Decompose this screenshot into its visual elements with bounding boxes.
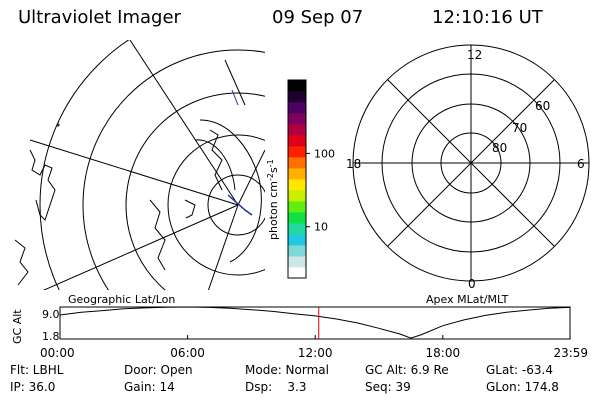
meridian-line [29, 139, 239, 206]
magnetic-contour [224, 59, 246, 106]
polar-diagonal [387, 79, 555, 247]
terminator-segment [227, 194, 253, 216]
apex-map-label: Apex MLat/MLT [426, 293, 509, 306]
altitude-plot: 00:00 06:00 12:00 18:00 23:59 9.0 1.8 GC Alt [11, 306, 588, 360]
color-bar-cell [288, 102, 306, 114]
color-bar-cell [288, 179, 306, 191]
time-tick-label: 06:00 [170, 346, 205, 360]
color-bar-cell [288, 113, 306, 125]
color-bar-cell [288, 135, 306, 147]
magnetic-contour [199, 119, 262, 263]
color-bar-cell [288, 256, 306, 268]
coastline [29, 149, 56, 221]
time-tick-label: 12:00 [298, 346, 333, 360]
mlt-label-18: 18 [346, 157, 361, 171]
color-bar-cell [288, 190, 306, 202]
magnetic-contour [194, 139, 236, 191]
altitude-plot-frame [59, 306, 571, 340]
color-bar-cell [288, 212, 306, 224]
color-bar-cell [288, 80, 306, 92]
coastline [209, 129, 223, 191]
time-tick-label: 18:00 [426, 346, 461, 360]
island-dot [56, 123, 60, 127]
coastline [184, 199, 196, 219]
altitude-curve [59, 306, 571, 339]
mlat-label-60: 60 [535, 99, 550, 113]
color-bar-tick-label: 10 [314, 221, 328, 234]
coastline [149, 199, 166, 271]
meridian-line [207, 204, 239, 290]
mlat-label-70: 70 [512, 121, 527, 135]
lat-circle [82, 49, 265, 290]
time-label: 12:10:16 UT [432, 7, 543, 28]
alt-ymax-label: 9.0 [42, 308, 60, 321]
geographic-map-label: Geographic Lat/Lon [68, 293, 175, 306]
info-field: IP: 36.0 [10, 380, 56, 394]
time-tick-label: 00:00 [40, 346, 75, 360]
color-bar-unit-label: photon cm-2s-1 [266, 159, 280, 240]
info-field: Dsp: 3.3 [245, 380, 307, 394]
color-bar: 100 10 photon cm-2s-1 [266, 79, 335, 279]
lat-circle [167, 134, 265, 276]
info-field: GLat: -63.4 [486, 363, 553, 377]
info-field: Door: Open [124, 363, 193, 377]
alt-ylabel: GC Alt [11, 309, 24, 344]
color-bar-cell [288, 146, 306, 158]
date-label: 09 Sep 07 [272, 7, 364, 28]
color-bar-cell [288, 234, 306, 246]
lat-circle [125, 92, 265, 290]
color-bar-cell [288, 245, 306, 257]
lat-circle [39, 40, 130, 290]
color-bar-cell [288, 267, 306, 279]
instrument-title: Ultraviolet Imager [18, 7, 181, 28]
info-field: GC Alt: 6.9 Re [365, 363, 449, 377]
info-field: Mode: Normal [245, 363, 329, 377]
meridian-line [237, 149, 265, 206]
color-bar-cell [288, 91, 306, 103]
color-bar-tick-label: 100 [314, 147, 335, 160]
polar-plot [352, 44, 590, 282]
time-tick-label: 23:59 [553, 346, 588, 360]
color-bar-frame [287, 79, 307, 279]
geographic-map [14, 40, 265, 290]
color-bar-cell [288, 157, 306, 169]
mlat-label-80: 80 [492, 141, 507, 155]
alt-ymin-label: 1.8 [42, 330, 60, 343]
polar-labels: 12 6 0 18 60 70 80 [346, 48, 585, 291]
color-bar-cell [288, 223, 306, 235]
info-field: GLon: 174.8 [486, 380, 559, 394]
mlt-label-0: 0 [468, 277, 476, 291]
info-field: Seq: 39 [365, 380, 411, 394]
info-field: Flt: LBHL [10, 363, 64, 377]
meridian-line [129, 40, 239, 206]
mlt-label-12: 12 [467, 48, 482, 62]
color-bar-cell [288, 201, 306, 213]
lat-circle [207, 174, 265, 236]
mlt-label-6: 6 [577, 157, 585, 171]
coastline [231, 89, 239, 106]
info-field: Gain: 14 [124, 380, 175, 394]
color-bar-cell [288, 124, 306, 136]
coastline [14, 239, 29, 286]
meridian-line [42, 204, 239, 290]
color-bar-cell [288, 168, 306, 180]
